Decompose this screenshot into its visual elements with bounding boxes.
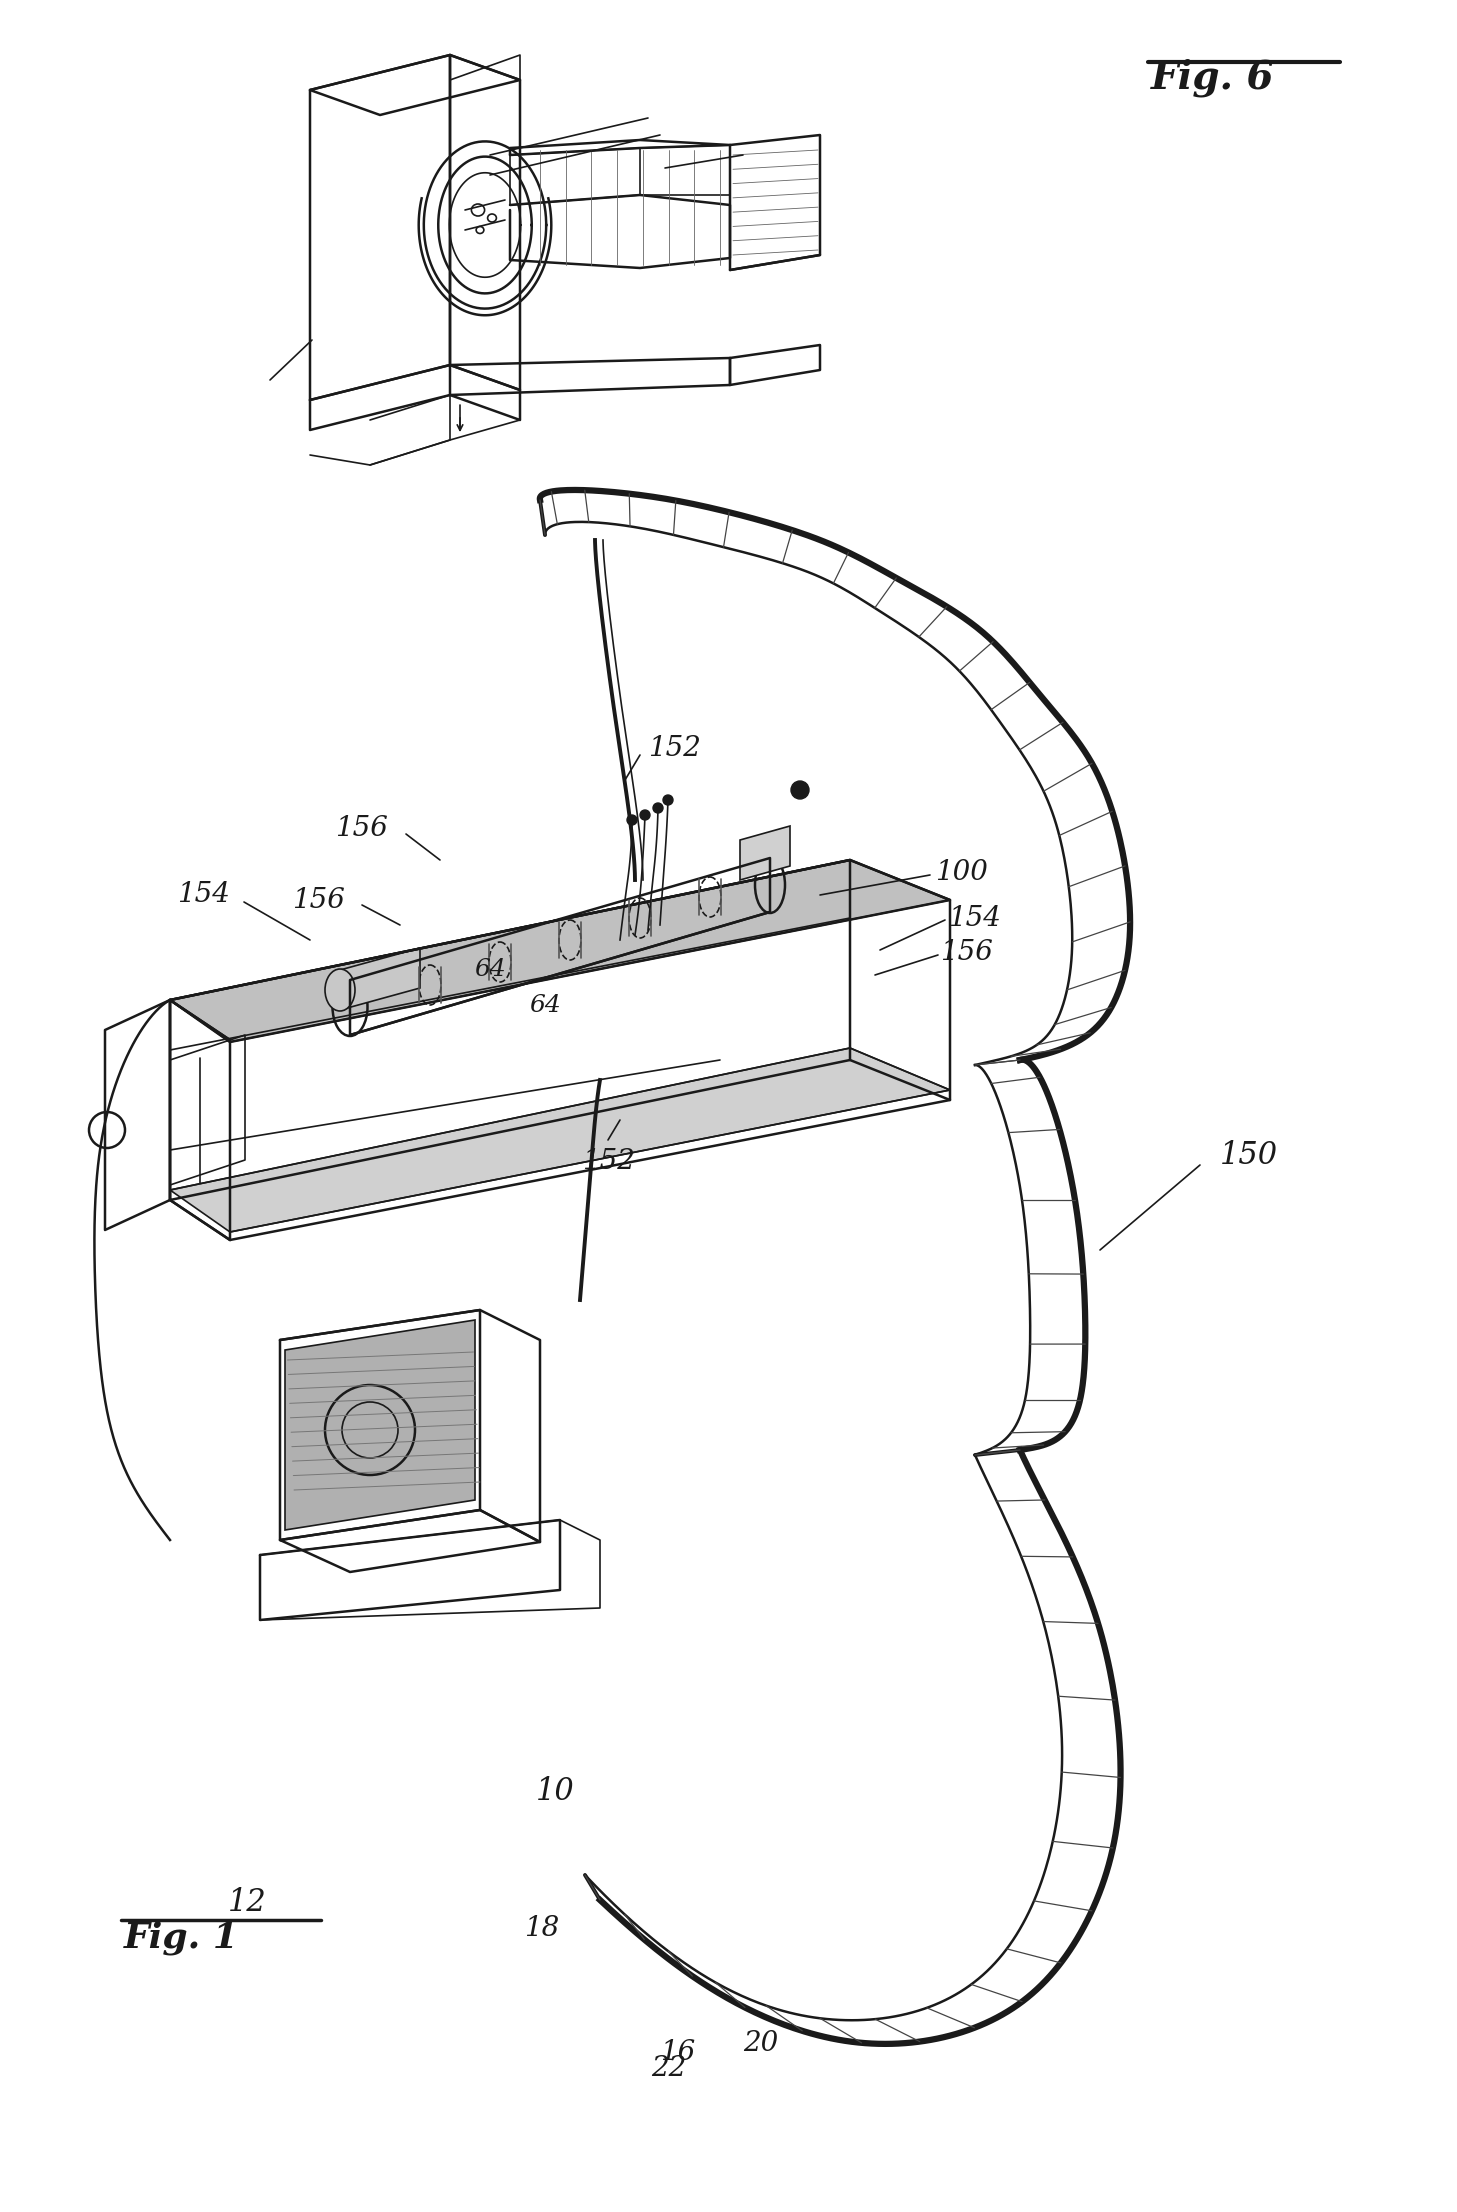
Text: 154: 154 (178, 883, 230, 909)
Text: 64: 64 (474, 958, 506, 982)
Text: 152: 152 (581, 1148, 634, 1175)
Ellipse shape (325, 969, 356, 1011)
Text: 150: 150 (1220, 1139, 1278, 1170)
Circle shape (791, 781, 809, 799)
Polygon shape (740, 825, 790, 880)
Text: Fig. 6: Fig. 6 (1151, 58, 1275, 97)
Text: 20: 20 (743, 2031, 778, 2057)
Circle shape (653, 803, 663, 814)
Text: 10: 10 (536, 1776, 576, 1807)
Circle shape (627, 814, 637, 825)
Circle shape (663, 794, 673, 805)
Text: 12: 12 (227, 1887, 267, 1918)
Text: 154: 154 (949, 905, 1001, 931)
Text: 100: 100 (935, 858, 988, 885)
Text: 18: 18 (525, 1916, 559, 1942)
Text: 156: 156 (940, 940, 992, 967)
Circle shape (640, 810, 650, 821)
Text: 156: 156 (335, 814, 388, 841)
Text: 156: 156 (291, 887, 345, 914)
Text: Fig. 1: Fig. 1 (124, 1920, 239, 1955)
Text: 22: 22 (651, 2055, 686, 2081)
Polygon shape (339, 949, 420, 1011)
Text: 16: 16 (660, 2039, 695, 2066)
Text: 64: 64 (529, 993, 561, 1018)
Polygon shape (170, 860, 950, 1042)
Text: 152: 152 (648, 734, 701, 761)
Polygon shape (286, 1321, 475, 1531)
Polygon shape (170, 1048, 950, 1232)
